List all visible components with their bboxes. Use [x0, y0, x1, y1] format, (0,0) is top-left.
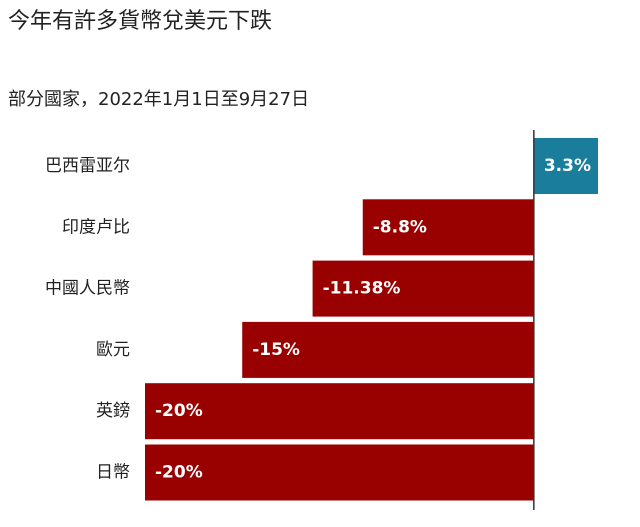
bar [312, 260, 534, 317]
bar [145, 444, 534, 501]
category-label: 中國人民幣 [45, 279, 130, 299]
bar [242, 321, 534, 378]
chart-title: 今年有許多貨幣兌美元下跌 [8, 9, 272, 34]
bar [362, 199, 534, 256]
bar [145, 383, 534, 440]
category-label: 歐元 [96, 340, 130, 360]
value-label: -20% [155, 463, 203, 483]
category-label: 印度卢比 [62, 217, 130, 237]
value-label: -11.38% [323, 279, 401, 299]
value-label: -20% [155, 401, 203, 421]
category-label: 英鎊 [96, 401, 130, 421]
category-label: 巴西雷亚尔 [45, 156, 130, 176]
value-label: 3.3% [544, 156, 591, 176]
value-label: -8.8% [373, 217, 427, 237]
chart-subtitle: 部分國家，2022年1月1日至9月27日 [8, 89, 309, 110]
category-label: 日幣 [96, 463, 130, 483]
bar [533, 138, 598, 194]
value-label: -15% [252, 340, 300, 360]
